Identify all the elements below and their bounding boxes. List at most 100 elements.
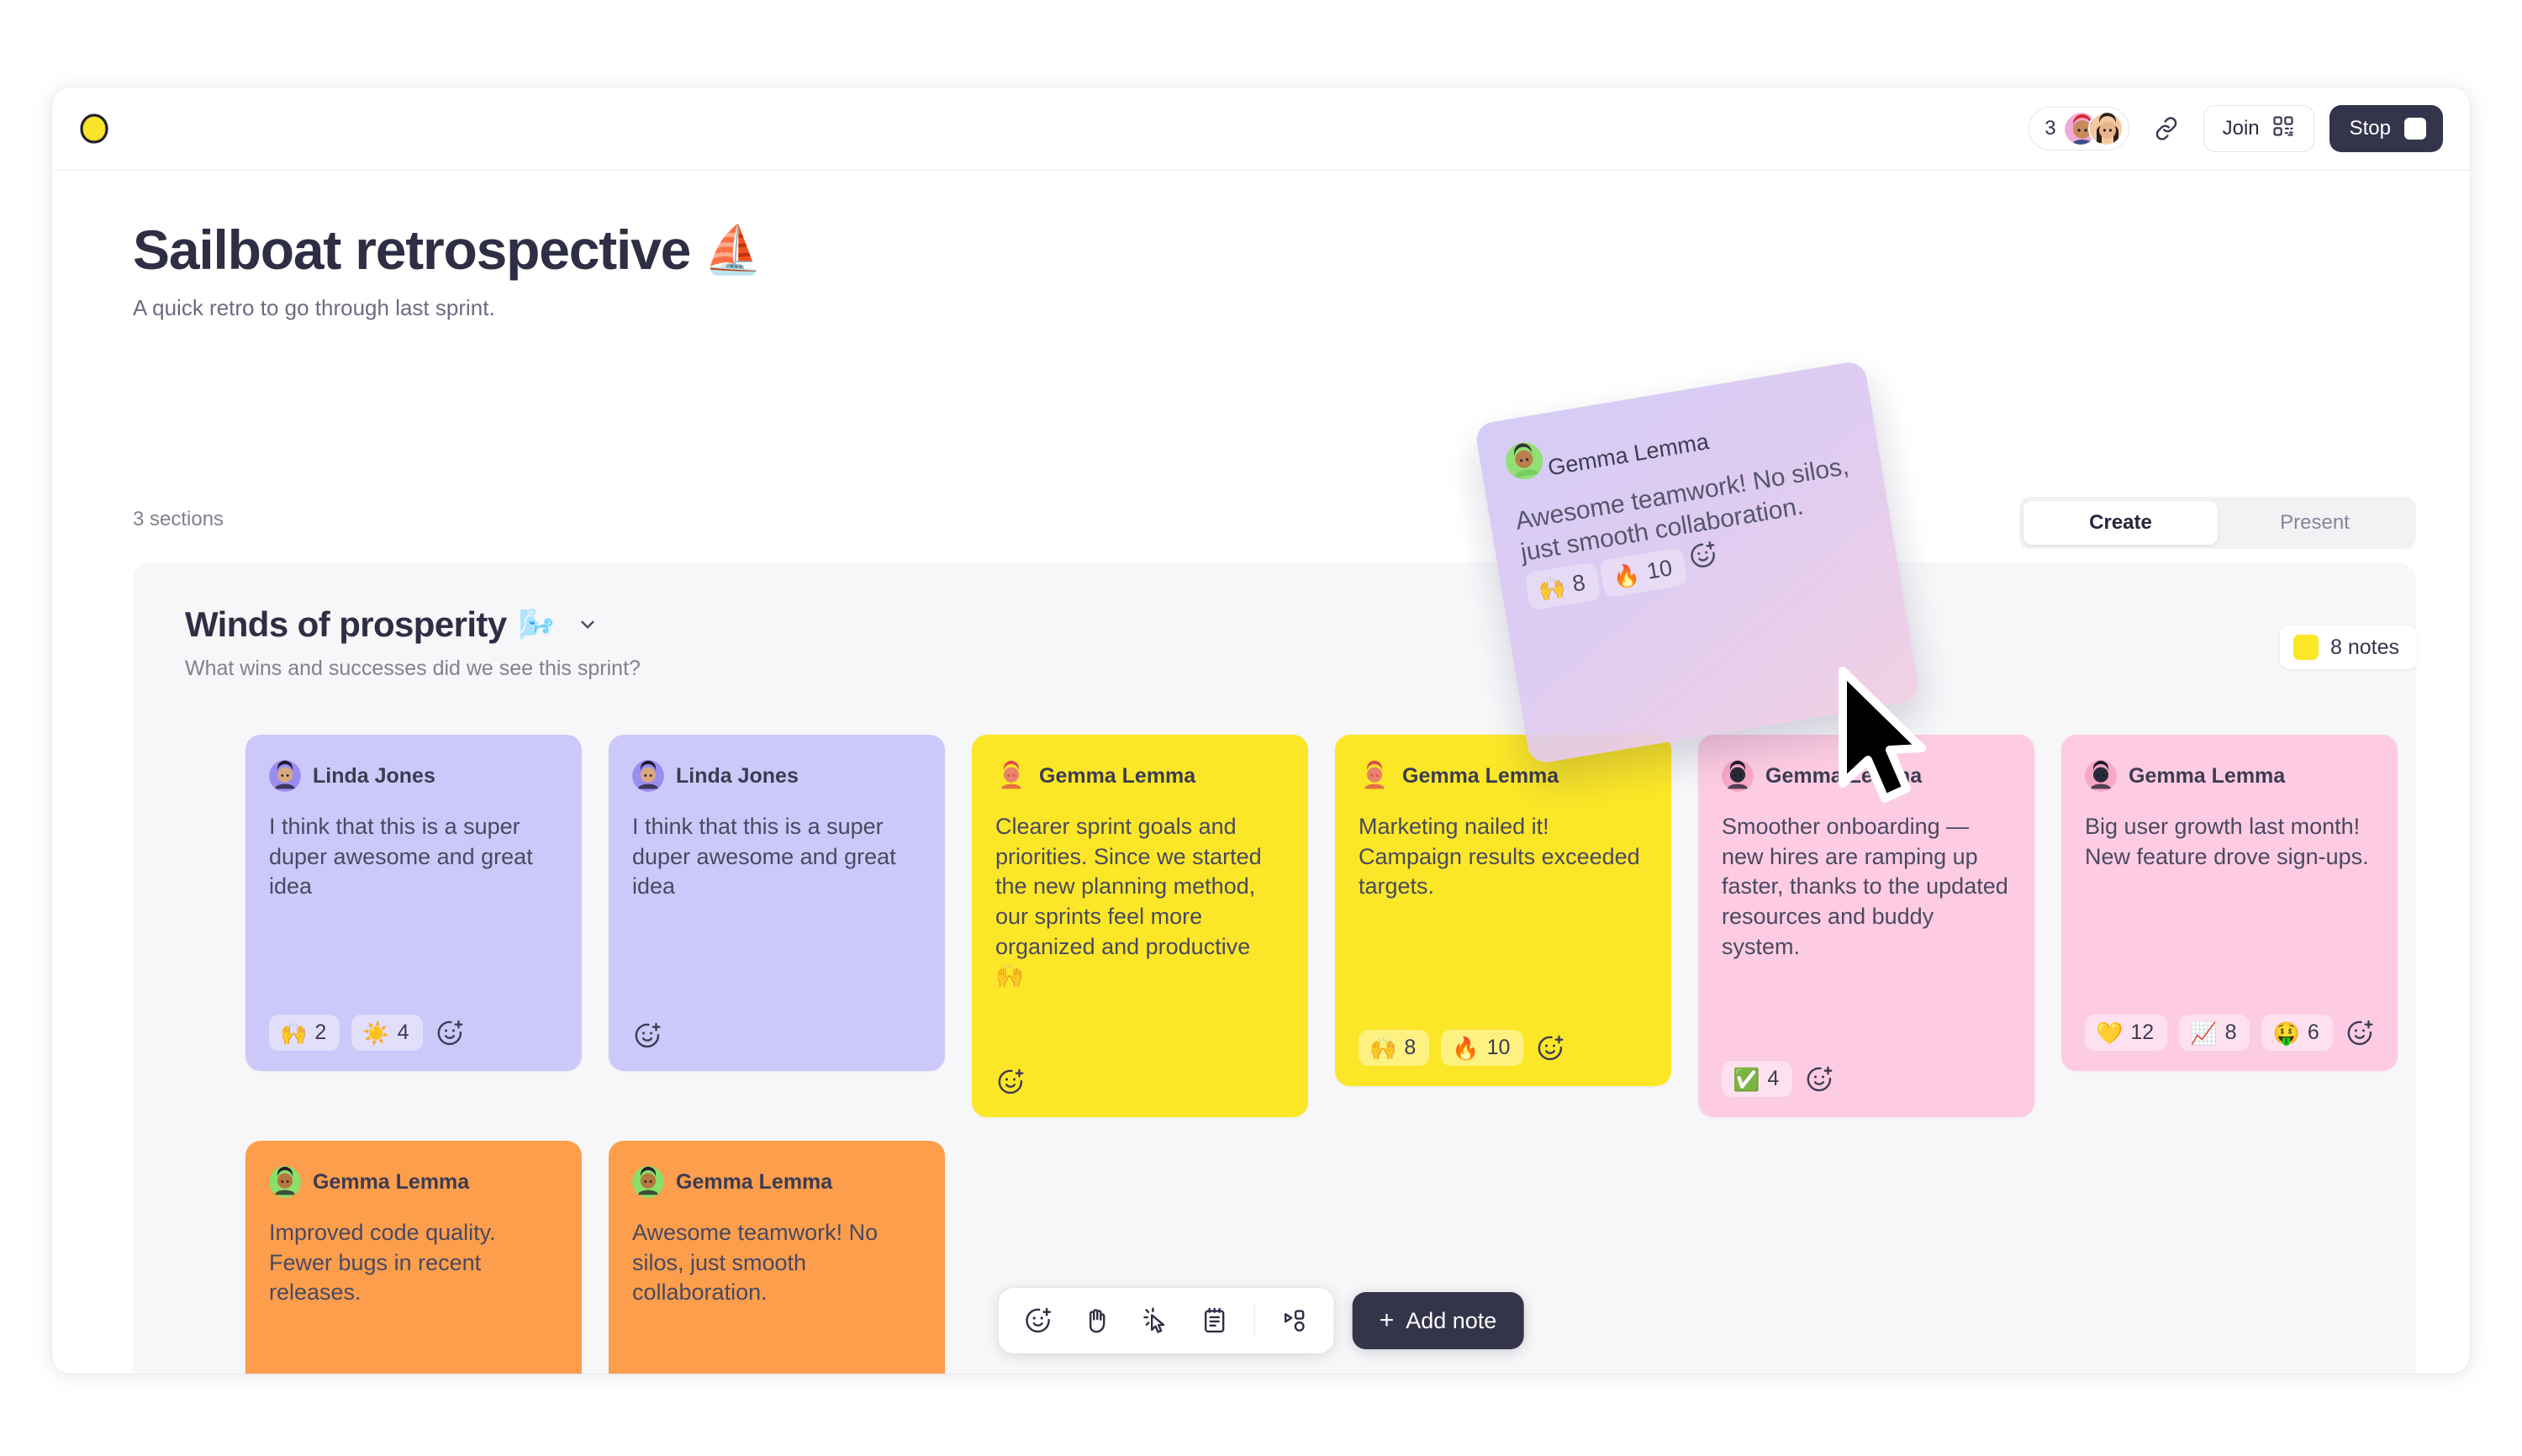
page-header: Sailboat retrospective ⛵ A quick retro t…	[133, 218, 762, 321]
reaction-chip[interactable]: 🤑 6	[2261, 1015, 2333, 1051]
sticky-note[interactable]: Gemma Lemma Big user growth last month! N…	[2061, 735, 2398, 1071]
reaction-count: 12	[2130, 1021, 2155, 1044]
sticky-note[interactable]: Gemma Lemma Improved code quality. Fewer …	[245, 1141, 582, 1374]
note-text: Clearer sprint goals and priorities. Sin…	[995, 814, 1262, 989]
reaction-emoji: 📈	[2190, 1020, 2218, 1046]
reaction-chip[interactable]: 🔥 10	[1441, 1030, 1524, 1066]
note-text: Improved code quality. Fewer bugs in rec…	[269, 1220, 496, 1306]
page-title-text: Sailboat retrospective	[133, 219, 691, 281]
page-subtitle: A quick retro to go through last sprint.	[133, 295, 495, 320]
avatar	[2085, 760, 2117, 792]
notepad-icon[interactable]	[1189, 1296, 1241, 1345]
note-author: Linda Jones	[676, 763, 799, 788]
note-header: Gemma Lemma	[269, 1166, 558, 1198]
reaction-count: 4	[1767, 1067, 1780, 1090]
add-note-label: Add note	[1406, 1307, 1497, 1333]
reaction-count: 8	[2224, 1021, 2237, 1044]
note-header: Gemma Lemma	[2085, 760, 2374, 792]
sticky-note[interactable]: Gemma Lemma Marketing nailed it! Campaign…	[1335, 735, 1671, 1086]
add-reaction-icon[interactable]	[1535, 1033, 1565, 1063]
pointer-cursor-icon[interactable]	[1130, 1296, 1182, 1345]
reaction-count: 4	[397, 1021, 409, 1044]
reaction-count: 8	[1404, 1036, 1417, 1059]
sticky-note[interactable]: Linda Jones I think that this is a super …	[609, 735, 945, 1071]
section-title-text: Winds of prosperity	[185, 604, 507, 644]
raise-hand-icon[interactable]	[1071, 1296, 1123, 1345]
note-reactions: 🙌 8 🔥 10	[1524, 513, 1871, 611]
avatar	[1722, 760, 1754, 792]
note-author: Gemma Lemma	[1546, 429, 1711, 481]
tab-create[interactable]: Create	[2023, 501, 2218, 545]
join-button[interactable]: Join	[2203, 105, 2314, 152]
link-icon[interactable]	[2145, 107, 2188, 150]
add-reaction-icon[interactable]	[632, 1021, 662, 1051]
reaction-count: 6	[2307, 1021, 2319, 1044]
top-bar-actions: 3	[2029, 105, 2443, 152]
stop-square-icon	[2404, 118, 2426, 140]
chevron-down-icon[interactable]	[576, 613, 599, 636]
sticky-note[interactable]: Linda Jones I think that this is a super …	[245, 735, 582, 1071]
note-text: I think that this is a super duper aweso…	[632, 814, 896, 899]
shapes-group-icon[interactable]	[1269, 1296, 1321, 1345]
avatar-stack	[2062, 111, 2124, 146]
reaction-chip[interactable]: ✅ 4	[1722, 1061, 1793, 1097]
reaction-count: 10	[1644, 555, 1675, 585]
notes-count-badge[interactable]: 8 notes	[2279, 625, 2418, 669]
note-header: Linda Jones	[269, 760, 558, 792]
toolbar-divider	[1253, 1304, 1255, 1337]
note-header: Gemma Lemma	[1722, 760, 2011, 792]
add-reaction-icon[interactable]	[2345, 1018, 2375, 1048]
add-reaction-icon[interactable]	[995, 1067, 1026, 1097]
section-prompt: What wins and successes did we see this …	[185, 657, 641, 680]
note-author: Gemma Lemma	[1039, 763, 1196, 788]
reaction-chip[interactable]: 💛 12	[2085, 1015, 2168, 1051]
reaction-chip[interactable]: ☀️ 4	[351, 1015, 423, 1051]
reaction-chip[interactable]: 🙌 2	[269, 1015, 340, 1051]
participant-avatar-2[interactable]	[2087, 111, 2124, 146]
plus-icon: +	[1379, 1306, 1395, 1334]
notes-count-label: 8 notes	[2329, 635, 2399, 659]
reaction-emoji: 💛	[2096, 1020, 2124, 1046]
stop-label: Stop	[2349, 117, 2391, 140]
reaction-chip[interactable]: 🙌 8	[1359, 1030, 1430, 1066]
tab-present[interactable]: Present	[2280, 511, 2350, 534]
reaction-emoji: 🙌	[1536, 573, 1568, 604]
avatar	[632, 1166, 664, 1198]
reaction-emoji: 🙌	[280, 1020, 308, 1046]
reaction-chip[interactable]: 🙌 8	[1524, 562, 1602, 611]
note-author: Gemma Lemma	[1402, 763, 1559, 788]
lemon-logo-icon[interactable]	[76, 110, 113, 147]
reaction-chip[interactable]: 📈 8	[2179, 1015, 2250, 1051]
dragged-note[interactable]: Gemma Lemma Awesome teamwork! No silos, …	[1474, 360, 1921, 765]
sticky-note[interactable]: Gemma Lemma Awesome teamwork! No silos, j…	[609, 1141, 945, 1374]
add-reaction-icon[interactable]	[435, 1018, 465, 1048]
add-reaction-icon[interactable]	[1012, 1296, 1064, 1345]
page-title: Sailboat retrospective ⛵	[133, 218, 762, 282]
tool-cluster	[998, 1288, 1334, 1353]
sticky-note[interactable]: Gemma Lemma Smoother onboarding — new hir…	[1698, 735, 2034, 1117]
note-reactions: 💛 12 📈 8 🤑 6	[2085, 1015, 2374, 1051]
participant-avatar-1[interactable]	[2062, 111, 2098, 146]
participants-pill[interactable]: 3	[2029, 107, 2129, 150]
sticky-note[interactable]: Gemma Lemma Clearer sprint goals and prio…	[972, 735, 1308, 1117]
sailboat-icon: ⛵	[704, 223, 762, 276]
reaction-chip[interactable]: 🔥 10	[1599, 546, 1689, 599]
participant-count: 3	[2045, 117, 2056, 140]
note-reactions: 🙌 8 🔥 10	[1359, 1030, 1648, 1066]
note-header: Gemma Lemma	[995, 760, 1285, 792]
mode-toggle: Create Present	[2019, 497, 2416, 549]
add-reaction-icon[interactable]	[1804, 1064, 1834, 1095]
add-reaction-icon[interactable]	[1686, 538, 1720, 572]
note-text: Big user growth last month! New feature …	[2085, 814, 2369, 869]
note-reactions	[632, 1021, 921, 1051]
note-header: Gemma Lemma	[632, 1166, 921, 1198]
avatar	[269, 760, 301, 792]
qr-code-icon	[2271, 114, 2295, 144]
stop-button[interactable]: Stop	[2329, 105, 2443, 152]
note-header: Gemma Lemma	[1503, 389, 1850, 488]
reaction-emoji: 🔥	[1452, 1035, 1480, 1061]
add-note-button[interactable]: + Add note	[1352, 1292, 1524, 1349]
reaction-count: 2	[314, 1021, 327, 1044]
wind-face-icon: 🌬️	[518, 607, 557, 641]
section-header: Winds of prosperity 🌬️ What wins and suc…	[133, 562, 2416, 681]
